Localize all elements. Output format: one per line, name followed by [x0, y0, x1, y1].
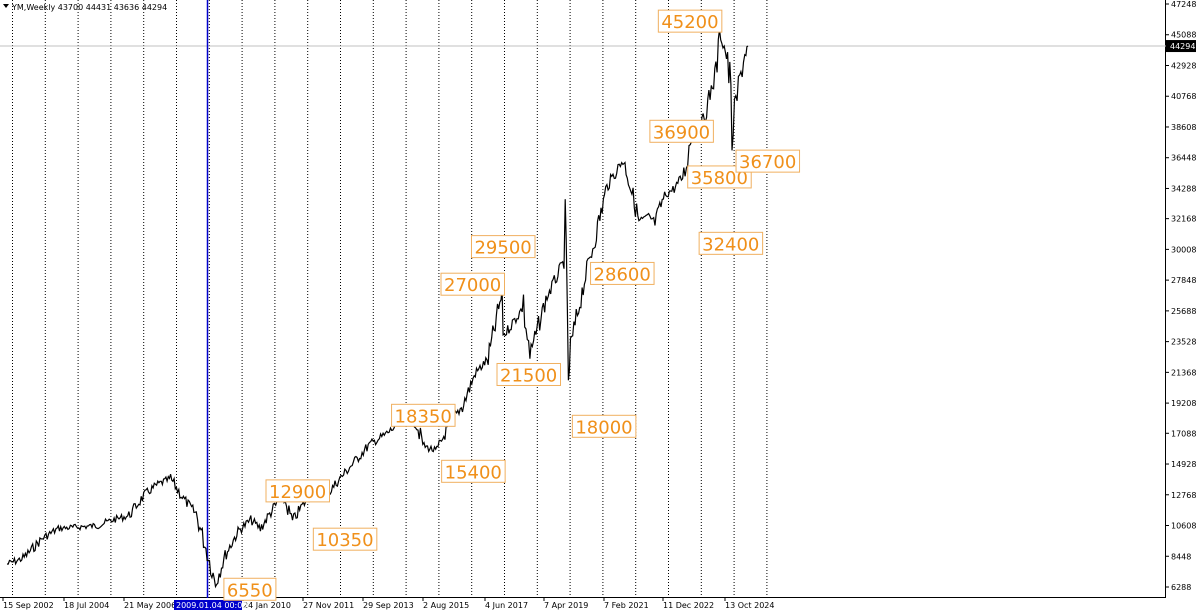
- annotation-box: [735, 149, 801, 173]
- y-tick-label: 32168: [1171, 215, 1196, 224]
- annotation-label: 35800: [691, 168, 748, 189]
- price-annotation: 36900: [649, 119, 714, 143]
- annotation-box: [312, 527, 378, 551]
- price-annotation: 45200: [657, 9, 723, 33]
- price-annotation: 35800: [687, 165, 752, 189]
- y-tick-label: 6288: [1171, 583, 1191, 592]
- annotation-box: [470, 235, 536, 259]
- annotation-box: [223, 577, 277, 601]
- y-tick-label: 14928: [1171, 460, 1196, 469]
- x-tick-label: 29 Sep 2013: [363, 601, 414, 610]
- annotation-label: 10350: [316, 530, 373, 551]
- y-tick-label: 30008: [1171, 245, 1196, 254]
- x-tick-label: 2 Aug 2015: [423, 601, 469, 610]
- annotation-box: [590, 261, 655, 285]
- price-annotation: 18350: [391, 403, 456, 427]
- x-tick-label: 4 Jun 2017: [485, 601, 528, 610]
- annotation-label: 27000: [444, 275, 501, 296]
- price-annotation: 18000: [571, 414, 637, 438]
- annotation-box: [571, 414, 637, 438]
- annotation-box: [698, 231, 764, 255]
- x-tick-label: 18 Jul 2004: [64, 601, 109, 610]
- x-tick-label: 7 Feb 2021: [604, 601, 649, 610]
- annotation-box: [496, 362, 561, 386]
- chart-header: YM,Weekly 43700 44431 43636 44294: [3, 3, 167, 12]
- y-tick-label: 12768: [1171, 491, 1196, 500]
- annotation-label: 18350: [395, 406, 452, 427]
- annotation-box: [265, 479, 330, 503]
- annotation-label: 18000: [575, 417, 632, 438]
- price-annotation: 36700: [735, 149, 801, 173]
- y-tick-label: 21368: [1171, 368, 1196, 377]
- annotation-label: 32400: [702, 234, 759, 255]
- annotation-box: [391, 403, 456, 427]
- price-annotation: 10350: [312, 527, 378, 551]
- annotation-label: 21500: [500, 365, 557, 386]
- chart-title: YM,Weekly 43700 44431 43636 44294: [11, 3, 167, 12]
- time-axis: 15 Sep 2002 18 Jul 2004 21 May 2006 24 Jan …: [2, 597, 774, 610]
- x-tick-label: 27 Nov 2011: [303, 601, 354, 610]
- current-price-label: 44294: [1170, 42, 1195, 51]
- dropdown-triangle-icon[interactable]: [3, 4, 9, 8]
- y-tick-label: 23528: [1171, 338, 1196, 347]
- annotation-label: 28600: [594, 264, 651, 285]
- price-axis: 6288 8448 10608 12768 14928 17088 19208 21368 23…: [1165, 0, 1196, 592]
- time-marker-label: 2009.01.04 00:00: [176, 601, 247, 610]
- price-annotation: 21500: [496, 362, 561, 386]
- y-tick-label: 27848: [1171, 276, 1196, 285]
- vertical-grid-lines: [12, 0, 768, 597]
- y-tick-label: 8448: [1171, 552, 1191, 561]
- price-annotation: 27000: [440, 272, 505, 296]
- y-tick-label: 45088: [1171, 31, 1196, 40]
- price-line: [6, 29, 749, 589]
- annotation-box: [440, 272, 505, 296]
- y-tick-label: 34288: [1171, 184, 1196, 193]
- annotation-box: [657, 9, 723, 33]
- price-annotation: 12900: [265, 479, 330, 503]
- price-annotation: 15400: [441, 459, 506, 483]
- time-marker-label-box: [174, 600, 242, 610]
- price-annotation: 29500: [470, 235, 536, 259]
- current-price-box: [1166, 40, 1196, 53]
- x-tick-label: 7 Apr 2019: [544, 601, 588, 610]
- x-tick-label: 13 Oct 2024: [725, 601, 774, 610]
- y-tick-label: 10608: [1171, 522, 1196, 531]
- annotation-label: 36700: [739, 152, 796, 173]
- annotation-label: 36900: [653, 122, 710, 143]
- price-annotation: 28600: [590, 261, 655, 285]
- annotation-box: [441, 459, 506, 483]
- y-tick-label: 19208: [1171, 399, 1196, 408]
- y-tick-label: 25688: [1171, 307, 1196, 316]
- y-tick-label: 38608: [1171, 123, 1196, 132]
- annotation-label: 29500: [474, 238, 531, 259]
- price-annotation: 32400: [698, 231, 764, 255]
- annotation-box: [687, 165, 752, 189]
- x-tick-label: 21 May 2006: [124, 601, 176, 610]
- y-tick-label: 47248: [1171, 0, 1196, 9]
- y-tick-label: 17088: [1171, 429, 1196, 438]
- x-tick-label: 15 Sep 2002: [3, 601, 54, 610]
- x-tick-label: 11 Dec 2022: [663, 601, 714, 610]
- price-annotations: 6550 12900 10350 18350 15400 21500 27000 29500 1…: [223, 9, 801, 601]
- annotation-label: 45200: [661, 12, 718, 33]
- time-marker[interactable]: 2009.01.04 00:00: [174, 0, 247, 610]
- y-tick-label: 36448: [1171, 154, 1196, 163]
- annotation-label: 6550: [227, 580, 273, 601]
- price-series: [6, 29, 749, 589]
- price-annotation: 6550: [223, 577, 277, 601]
- x-tick-label: 24 Jan 2010: [243, 601, 291, 610]
- annotation-label: 15400: [445, 462, 502, 483]
- y-tick-label: 40768: [1171, 92, 1196, 101]
- annotation-box: [649, 119, 714, 143]
- annotation-label: 12900: [269, 482, 326, 503]
- y-tick-label: 42928: [1171, 61, 1196, 70]
